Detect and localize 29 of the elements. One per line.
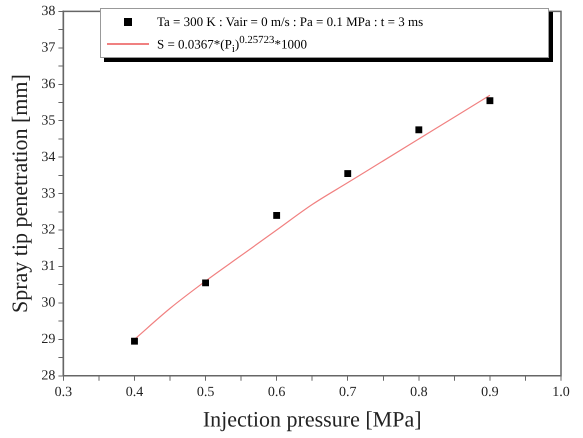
y-tick-label: 31 (41, 259, 56, 274)
y-tick-label: 38 (41, 4, 56, 20)
point (273, 212, 280, 219)
point (486, 97, 494, 104)
x-tick-label: 0.3 (54, 384, 72, 400)
point (415, 126, 422, 134)
y-axis-title: Spray tip penetration [mm] (6, 74, 32, 314)
x-tick-label: 0.5 (196, 384, 214, 400)
x-tick-label: 0.4 (126, 384, 144, 400)
y-tick-label: 33 (41, 186, 56, 202)
x-tick-label: 0.8 (410, 384, 428, 400)
y-tick-label: 37 (41, 40, 56, 56)
point (202, 279, 209, 286)
y-tick-label: 29 (41, 332, 56, 348)
x-tick-label: 0.9 (481, 384, 499, 400)
x-tick-label: 0.6 (268, 384, 286, 400)
y-tick-label: 34 (41, 150, 56, 165)
y-tick-label: 36 (41, 76, 56, 92)
point (344, 170, 352, 177)
point (131, 338, 138, 345)
x-axis-title: Injection pressure [MPa] (202, 406, 422, 432)
y-tick-label: 30 (41, 296, 56, 311)
legend-label: S = 0.0367*(P$_{i}$)$^{0.25723}$*1000 (157, 34, 307, 54)
y-tick-label: 32 (41, 222, 56, 238)
y-tick-label: 28 (41, 368, 56, 384)
x-tick-label: 0.7 (338, 384, 356, 400)
y-tick-label: 35 (41, 113, 56, 128)
legend-label: Ta = 300 K : Vair = 0 m/s : Pa = 0.1 MPa : t = 3 ms (157, 14, 424, 30)
x-tick-label: 1.0 (552, 384, 570, 400)
